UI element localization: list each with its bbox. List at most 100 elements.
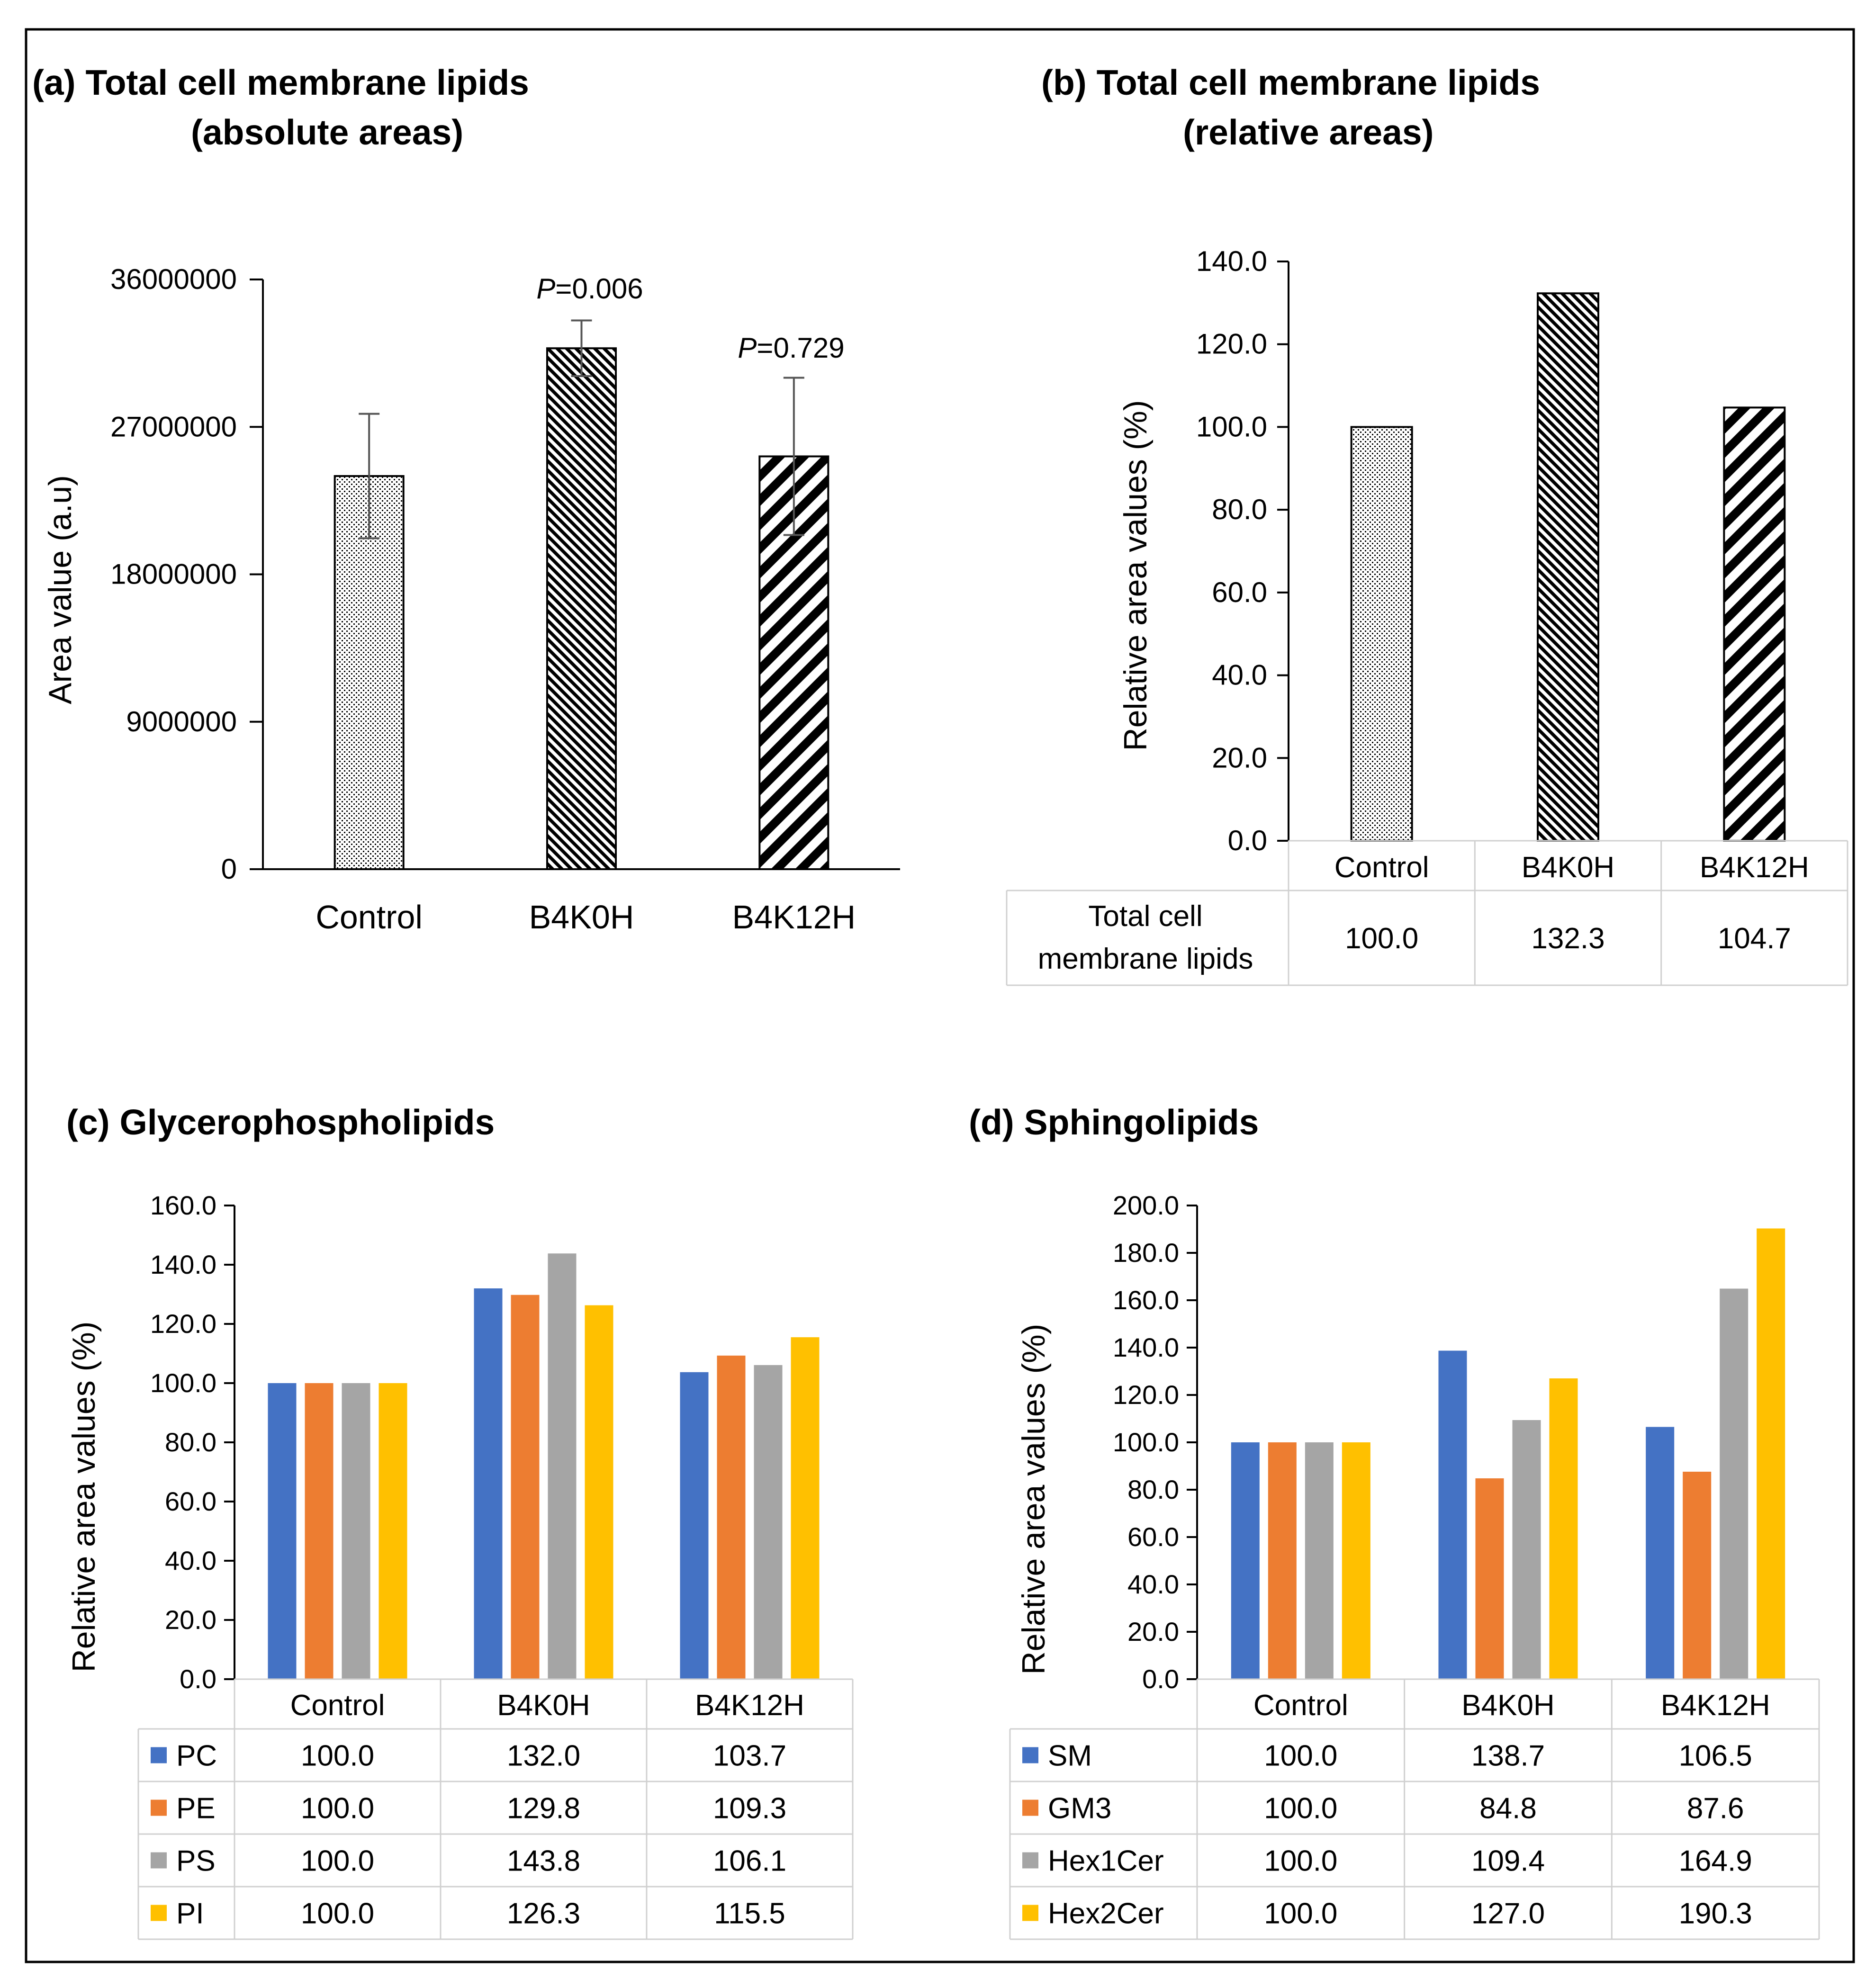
panel-d-table-value: 106.5 xyxy=(1679,1740,1752,1772)
panel-d-table-value: 109.4 xyxy=(1471,1845,1545,1878)
panel-b-title-line1: (b) Total cell membrane lipids xyxy=(1041,63,1540,102)
panel-d-legend-label: Hex1Cer xyxy=(1048,1845,1164,1878)
panel-c-bar-ps-b4k0h xyxy=(548,1253,577,1679)
panel-b-category-label: B4K12H xyxy=(1700,851,1809,884)
panel-c-bar-ps-b4k12h xyxy=(754,1365,783,1679)
panel-c-y-tick-label: 20.0 xyxy=(165,1605,216,1635)
panel-b-chart: 140.0 120.0 100.0 80.0 60.0 40.0 20.0 0.0 Contro… xyxy=(1006,245,1848,986)
panel-c-table-value: 109.3 xyxy=(713,1792,786,1825)
panel-d-category-label: Control xyxy=(1253,1689,1348,1722)
panel-d-bar-gm3-control xyxy=(1268,1442,1297,1679)
panel-c-category-label: Control xyxy=(290,1689,385,1722)
panel-d-y-tick-label: 200.0 xyxy=(1113,1190,1179,1220)
panel-a-category-label: B4K12H xyxy=(732,899,856,936)
panel-a-category-label: Control xyxy=(316,899,423,936)
panel-d-bar-gm3-b4k0h xyxy=(1475,1478,1504,1679)
panel-c-table-value: 100.0 xyxy=(301,1740,374,1772)
panel-c-y-tick-label: 60.0 xyxy=(165,1486,216,1516)
panel-c-legend-label: PS xyxy=(176,1845,216,1878)
panel-b-bar-b4k12h xyxy=(1723,406,1786,842)
panel-d-legend-key-sm xyxy=(1022,1747,1038,1763)
panel-d-bar-hex1cer-b4k0h xyxy=(1512,1420,1541,1679)
panel-a-pvalue-b4k12h: P=0.729 xyxy=(738,332,844,364)
panel-c-bar-pe-control xyxy=(305,1383,334,1679)
panel-c-bar-pi-control xyxy=(379,1383,407,1679)
panel-c-legend-key-pe xyxy=(151,1799,167,1816)
panel-c-legend-key-pc xyxy=(151,1747,167,1763)
panel-d-y-tick-label: 120.0 xyxy=(1113,1380,1179,1410)
panel-d-bar-sm-b4k12h xyxy=(1646,1427,1675,1679)
panel-d-legend-key-hex2cer xyxy=(1022,1905,1038,1921)
panel-d-y-tick-label: 0.0 xyxy=(1142,1664,1179,1694)
panel-a-title-line2: (absolute areas) xyxy=(191,112,463,152)
panel-d-category-label: B4K12H xyxy=(1661,1689,1770,1722)
panel-d-table-value: 100.0 xyxy=(1264,1845,1337,1878)
panel-d-bar-gm3-b4k12h xyxy=(1683,1472,1712,1679)
panel-d-bar-hex1cer-b4k12h xyxy=(1720,1288,1749,1679)
panel-b-y-tick-label: 0.0 xyxy=(1228,825,1267,856)
panel-b-y-tick-label: 20.0 xyxy=(1212,742,1267,774)
panel-b-y-tick-label: 100.0 xyxy=(1196,411,1267,442)
panel-a-title-line1: (a) Total cell membrane lipids xyxy=(32,63,529,102)
panel-b-table-value: 100.0 xyxy=(1345,922,1418,955)
panel-c-table-value: 100.0 xyxy=(301,1845,374,1878)
panel-d-legend-key-gm3 xyxy=(1022,1799,1038,1816)
panel-d-category-label: B4K0H xyxy=(1461,1689,1554,1722)
panel-c-legend-label: PI xyxy=(176,1898,204,1930)
pvalue-symbol: P xyxy=(536,273,555,305)
panel-d-y-tick-label: 20.0 xyxy=(1127,1617,1179,1646)
panel-c-legend-label: PC xyxy=(176,1740,217,1772)
panel-a-bar-b4k12h xyxy=(758,455,829,870)
panel-d-title: (d) Sphingolipids xyxy=(969,1102,1259,1142)
panel-a-y-tick-label: 9000000 xyxy=(126,706,237,738)
panel-d-table-value: 127.0 xyxy=(1471,1898,1545,1930)
panel-c-table-value: 143.8 xyxy=(507,1845,580,1878)
panel-c-y-tick-label: 140.0 xyxy=(150,1250,216,1279)
panel-b-table-series-label-line1: Total cell xyxy=(1088,900,1202,933)
panel-d-table-value: 87.6 xyxy=(1687,1792,1744,1825)
panel-d-table-value: 138.7 xyxy=(1471,1740,1545,1772)
panel-b-y-tick-label: 40.0 xyxy=(1212,659,1267,691)
pvalue-symbol: P xyxy=(738,332,757,364)
panel-d-legend-label: GM3 xyxy=(1048,1792,1111,1825)
panel-c-bar-pi-b4k12h xyxy=(791,1337,820,1679)
panel-d-y-axis-label: Relative area values (%) xyxy=(1016,1324,1052,1675)
panel-d-y-tick-label: 60.0 xyxy=(1127,1522,1179,1552)
panel-d-bar-sm-control xyxy=(1231,1442,1260,1679)
panel-d-y-tick-label: 180.0 xyxy=(1113,1238,1179,1268)
panel-d-y-tick-label: 140.0 xyxy=(1113,1332,1179,1362)
panel-b-y-tick-label: 120.0 xyxy=(1196,328,1267,360)
panel-c-table-value: 103.7 xyxy=(713,1740,786,1772)
panel-c-table-value: 100.0 xyxy=(301,1898,374,1930)
panel-d-table-value: 100.0 xyxy=(1264,1740,1337,1772)
pvalue-text: =0.729 xyxy=(757,332,844,364)
panel-c-bar-pe-b4k12h xyxy=(717,1355,746,1679)
panel-b-title-line2: (relative areas) xyxy=(1183,112,1434,152)
panel-a-bar-control xyxy=(334,475,405,870)
panel-c-legend-key-ps xyxy=(151,1852,167,1869)
panel-d-y-tick-label: 160.0 xyxy=(1113,1285,1179,1315)
panel-d-y-tick-label: 40.0 xyxy=(1127,1569,1179,1599)
panel-d-bar-hex2cer-b4k12h xyxy=(1757,1228,1785,1679)
panel-a-y-tick-label: 27000000 xyxy=(110,411,237,442)
panel-d-y-tick-label: 80.0 xyxy=(1127,1475,1179,1504)
panel-b-bar-control xyxy=(1350,426,1413,842)
panel-c-y-tick-label: 80.0 xyxy=(165,1427,216,1457)
panel-d-table-value: 100.0 xyxy=(1264,1792,1337,1825)
panel-c-category-label: B4K12H xyxy=(695,1689,804,1722)
panel-d-bar-hex1cer-control xyxy=(1305,1442,1334,1679)
panel-b-category-label: B4K0H xyxy=(1522,851,1614,884)
panel-b-bar-b4k0h xyxy=(1537,292,1599,842)
figure-frame xyxy=(25,28,1855,1963)
panel-a-y-axis-label: Area value (a.u) xyxy=(42,475,78,704)
panel-c-table-value: 129.8 xyxy=(507,1792,580,1825)
panel-d-legend-label: SM xyxy=(1048,1740,1092,1772)
panel-c-y-tick-label: 40.0 xyxy=(165,1546,216,1575)
panel-d-bar-sm-b4k0h xyxy=(1438,1350,1467,1679)
panel-a-chart: 36000000 27000000 18000000 9000000 0 Control B… xyxy=(110,263,900,936)
panel-c-bar-pi-b4k0h xyxy=(585,1305,613,1679)
panel-d-table-value: 164.9 xyxy=(1679,1845,1752,1878)
panel-c-chart: 160.0 140.0 120.0 100.0 80.0 60.0 40.0 20.0 0.0 C… xyxy=(137,1190,854,1940)
panel-a-y-tick-label: 18000000 xyxy=(110,558,237,590)
